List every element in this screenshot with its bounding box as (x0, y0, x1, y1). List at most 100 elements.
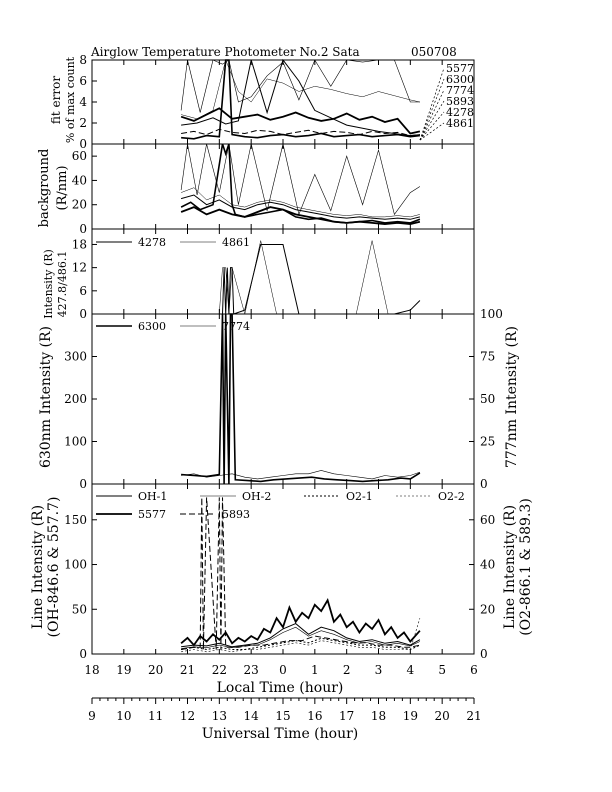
y-tick-label: 6 (79, 74, 87, 88)
fit-error-legend-leader (419, 89, 445, 141)
intensity-ylabel-2: 427.8/486.1 (56, 251, 69, 318)
ut-tick-label: 15 (275, 709, 290, 723)
fit-error-legend-5577: 5577 (446, 62, 474, 75)
y-tick-label: 4 (79, 95, 87, 109)
local-time-tick: 18 (84, 663, 99, 677)
y-tick-label: 60 (72, 149, 87, 163)
local-time-tick: 3 (375, 663, 383, 677)
y-tick-label: 60 (480, 513, 495, 527)
background-ylabel-1: background (37, 149, 52, 228)
legend-label-OH-2: OH-2 (242, 490, 271, 503)
fit-error-legend-4861: 4861 (446, 117, 474, 130)
series-group (180, 58, 421, 653)
left-ylabel-line-2: (OH-846.6 & 557.7) (46, 497, 62, 638)
fit-error-legend-leader (419, 122, 445, 141)
series-630-777-7774 (181, 470, 421, 480)
y-tick-label: 25 (480, 435, 495, 449)
right-ylabel-line-2: (O2-866.1 & 589.3) (518, 498, 534, 636)
panel-frame-3 (91, 313, 475, 485)
ut-tick-label: 9 (88, 709, 96, 723)
y-tick-label: 0 (480, 647, 488, 661)
fit-error-ylabel-1: fit error (49, 76, 63, 124)
panel-frame-1 (91, 143, 475, 230)
local-time-tick: 21 (180, 663, 195, 677)
series-630-777-6300 (181, 313, 421, 485)
chart-date: 050708 (411, 45, 457, 59)
y-tick-label: 0 (79, 477, 87, 491)
ut-tick-label: 12 (180, 709, 195, 723)
fit-error-legend-leader (419, 100, 445, 141)
fit-error-ylabel-2: % of max count (64, 56, 77, 143)
legend-label-5577: 5577 (138, 508, 166, 521)
ut-tick-label: 13 (212, 709, 227, 723)
panel-frames (91, 59, 475, 655)
series-line-intensity-O2-2 (181, 618, 421, 653)
ut-tick-label: 14 (244, 709, 260, 723)
y-tick-label: 150 (64, 513, 87, 527)
series-fit-error-4861 (181, 59, 420, 120)
series-background-5577 (180, 206, 421, 226)
legend-label-4861: 4861 (222, 236, 250, 249)
y-tick-label: 40 (480, 558, 495, 572)
axis-ticks: 18 19 20 21 22 23 0 1 2 3 4 5 69 10 11 12 13 14 15 16 17 18 19… (64, 53, 503, 723)
y-tick-label: 2 (79, 116, 87, 130)
right-ylabel-line-1: Line Intensity (R) (502, 505, 518, 629)
ut-tick-label: 16 (307, 709, 322, 723)
background-ylabel-2: (R/nm) (55, 165, 70, 210)
legend-label-6300: 6300 (138, 320, 166, 333)
local-time-tick: 22 (212, 663, 227, 677)
series-background-6300 (180, 143, 421, 224)
legend-label-7774: 7774 (222, 320, 250, 333)
fit-error-legend-leader (419, 111, 445, 141)
local-time-tick: 1 (311, 663, 319, 677)
y-tick-label: 6 (79, 284, 87, 298)
series-background-7774 (180, 143, 421, 216)
y-tick-label: 50 (480, 392, 495, 406)
series-fit-error-7774 (180, 59, 420, 113)
ut-tick-label: 11 (148, 709, 163, 723)
y-tick-label: 8 (79, 53, 87, 67)
local-time-label: Local Time (hour) (217, 680, 344, 696)
y-tick-label: 20 (72, 198, 87, 212)
left-ylabel-630: 630nm Intensity (R) (38, 326, 54, 468)
local-time-tick: 5 (438, 663, 446, 677)
local-time-tick: 19 (116, 663, 131, 677)
y-tick-label: 20 (480, 602, 495, 616)
panel-labels: fit error % of max count background (R/n… (30, 56, 534, 742)
local-time-tick: 4 (407, 663, 415, 677)
y-tick-label: 200 (64, 392, 87, 406)
chart-title: Airglow Temperature Photometer No.2 Sata (90, 45, 360, 59)
y-tick-label: 300 (64, 350, 87, 364)
universal-time-label: Universal Time (hour) (202, 726, 359, 742)
ut-tick-label: 18 (371, 709, 386, 723)
fit-error-legend-6300: 6300 (446, 73, 474, 86)
local-time-tick: 0 (279, 663, 287, 677)
series-intensity-427-486-4278 (222, 244, 421, 315)
ut-tick-label: 19 (403, 709, 418, 723)
fit-error-legend-7774: 7774 (446, 84, 474, 97)
series-intensity-427-486-4861 (219, 240, 420, 315)
legend-label-5893: 5893 (222, 508, 250, 521)
legend-label-O2-1: O2-1 (346, 490, 373, 503)
legend-label-O2-2: O2-2 (438, 490, 465, 503)
y-tick-label: 40 (72, 173, 87, 187)
left-ylabel-line-1: Line Intensity (R) (30, 505, 46, 629)
legend-label-OH-1: OH-1 (138, 490, 167, 503)
fit-error-legend-leader (419, 67, 445, 141)
y-tick-label: 0 (79, 307, 87, 321)
intensity-ylabel-1: Intensity (R) (42, 249, 55, 319)
series-background-4278 (180, 194, 421, 220)
local-time-tick: 6 (470, 663, 478, 677)
ut-tick-label: 10 (116, 709, 131, 723)
y-tick-label: 100 (480, 307, 503, 321)
ut-tick-label: 20 (435, 709, 450, 723)
y-tick-label: 18 (72, 237, 87, 251)
y-tick-label: 0 (79, 137, 87, 151)
series-line-intensity-OH-2 (181, 626, 421, 649)
local-time-tick: 20 (148, 663, 163, 677)
series-line-intensity-O2-1 (181, 637, 421, 651)
series-fit-error-5577 (180, 107, 421, 135)
series-line-intensity-5893 (181, 497, 421, 650)
